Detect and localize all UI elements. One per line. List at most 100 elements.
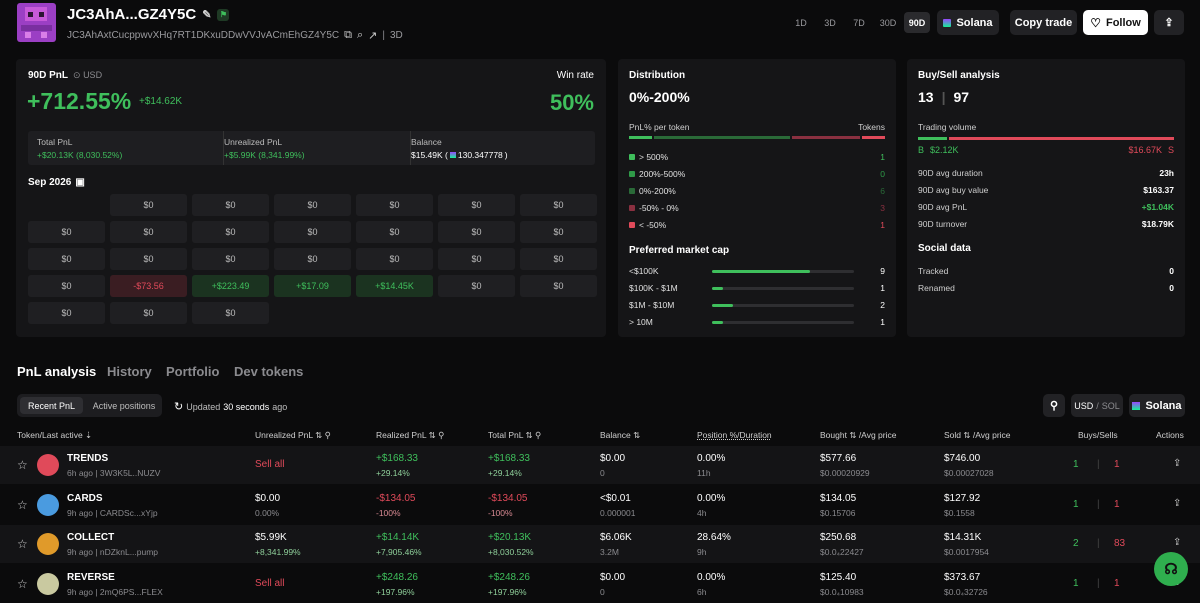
calendar-day-cell[interactable]: $0 bbox=[356, 248, 433, 270]
table-row[interactable]: ☆ COLLECT 9h ago | nDZknL...pump $5.99K +8,3… bbox=[0, 525, 1200, 563]
share-icon[interactable]: ⇪ bbox=[1173, 537, 1182, 548]
table-row[interactable]: ☆ CARDS 9h ago | CARDSc...xYjp $0.00 0.00% -$… bbox=[0, 486, 1200, 524]
subtab-active-positions[interactable]: Active positions bbox=[92, 400, 156, 411]
calendar-day-cell[interactable]: $0 bbox=[110, 194, 187, 216]
calendar-day-cell[interactable]: $0 bbox=[438, 275, 515, 297]
col-position[interactable]: Position %/Duration bbox=[697, 430, 772, 440]
col-sold[interactable]: Sold ⇅ /Avg price bbox=[944, 430, 1011, 440]
total-pnl-sub: +29.14% bbox=[488, 468, 522, 478]
col-bought[interactable]: Bought ⇅ /Avg price bbox=[820, 430, 897, 440]
period-7d[interactable]: 7D bbox=[853, 17, 865, 28]
calendar-day-cell[interactable]: $0 bbox=[274, 194, 351, 216]
tab-dev-tokens[interactable]: Dev tokens bbox=[234, 364, 304, 379]
social-label: Tracked bbox=[918, 266, 949, 276]
tab-portfolio[interactable]: Portfolio bbox=[166, 364, 220, 379]
col-token[interactable]: Token/Last active ⇣ bbox=[17, 430, 93, 440]
distribution-bar bbox=[629, 136, 886, 139]
calendar-day-cell[interactable]: +$223.49 bbox=[192, 275, 269, 297]
period-90d[interactable]: 90D bbox=[904, 12, 930, 33]
calendar-day-cell[interactable]: +$14.45K bbox=[356, 275, 433, 297]
total-pnl-sub: +8,030.52% bbox=[488, 547, 534, 557]
tab-pnl-analysis[interactable]: PnL analysis bbox=[17, 364, 97, 379]
tab-history[interactable]: History bbox=[107, 364, 152, 379]
calendar-day-cell[interactable]: $0 bbox=[274, 221, 351, 243]
winrate-label: Win rate bbox=[556, 70, 594, 81]
sell-volume-value: $16.67K bbox=[1128, 145, 1162, 155]
token-name[interactable]: TRENDS bbox=[67, 453, 109, 464]
pnl-amount: +$14.62K bbox=[139, 96, 183, 107]
copy-icon[interactable]: ⧉ bbox=[344, 29, 352, 41]
col-realized[interactable]: Realized PnL ⇅ ⚲ bbox=[376, 430, 445, 440]
calendar-day-cell[interactable]: $0 bbox=[110, 248, 187, 270]
star-icon[interactable]: ☆ bbox=[17, 537, 28, 551]
col-actions: Actions bbox=[1156, 430, 1184, 440]
calendar-day-cell[interactable]: $0 bbox=[110, 221, 187, 243]
period-30d[interactable]: 30D bbox=[879, 17, 897, 28]
col-unrealized[interactable]: Unrealized PnL ⇅ ⚲ bbox=[255, 430, 331, 440]
bought: $577.66 bbox=[820, 453, 857, 464]
calendar-day-cell[interactable]: +$17.09 bbox=[274, 275, 351, 297]
refresh-icon[interactable]: ↻ bbox=[174, 401, 184, 413]
period-3d[interactable]: 3D bbox=[824, 17, 836, 28]
calendar-day-cell[interactable]: $0 bbox=[192, 221, 269, 243]
calendar-day-cell[interactable]: $0 bbox=[28, 248, 105, 270]
calendar-day-cell[interactable]: $0 bbox=[110, 302, 187, 324]
unrealized-pnl: $0.00 bbox=[255, 492, 281, 504]
table-row[interactable]: ☆ REVERSE 9h ago | 2mQ6PS...FLEX Sell all +$… bbox=[0, 565, 1200, 603]
calendar-day-cell[interactable]: $0 bbox=[28, 221, 105, 243]
address-row: JC3AhAxtCucppwvXHq7RT1DKxuDDwVVJvACmEhGZ… bbox=[67, 29, 403, 42]
star-icon[interactable]: ☆ bbox=[17, 497, 28, 512]
calendar-day-cell[interactable]: $0 bbox=[520, 221, 597, 243]
table-row[interactable]: ☆ TRENDS 6h ago | 3W3K5L..NUZV Sell all +$16… bbox=[0, 446, 1200, 484]
duration: 6h bbox=[697, 586, 707, 597]
calendar-day-cell[interactable]: $0 bbox=[274, 248, 351, 270]
calendar-day-cell[interactable]: $0 bbox=[192, 302, 269, 324]
currency-toggle[interactable]: USD / SOL bbox=[1071, 394, 1123, 417]
share-button[interactable]: ⇪ bbox=[1154, 10, 1184, 35]
support-chat-button[interactable]: ☊ bbox=[1154, 552, 1188, 586]
calendar-month[interactable]: Sep 2026 ▣ bbox=[28, 177, 85, 188]
table-chain-selector[interactable]: Solana bbox=[1129, 394, 1185, 417]
calendar-day-cell[interactable]: $0 bbox=[438, 194, 515, 216]
copy-trade-button[interactable]: Copy trade bbox=[1010, 10, 1077, 35]
unrealized-pnl-value: +$5.99K (8,341.99%) bbox=[224, 150, 305, 160]
edit-icon[interactable]: ✎ bbox=[202, 9, 212, 21]
col-balance[interactable]: Balance ⇅ bbox=[600, 430, 641, 440]
pnl-label-row: 90D PnL ⊙ USD bbox=[28, 70, 102, 81]
market-cap-label: > 10M bbox=[629, 317, 653, 327]
currency-usd[interactable]: USD bbox=[1074, 400, 1094, 411]
calendar-day-cell[interactable]: $0 bbox=[520, 248, 597, 270]
calendar-day-cell[interactable]: -$73.56 bbox=[110, 275, 187, 297]
token-name[interactable]: REVERSE bbox=[67, 571, 115, 583]
unrealized-pnl[interactable]: Sell all bbox=[255, 577, 285, 589]
calendar-day-cell[interactable]: $0 bbox=[192, 194, 269, 216]
calendar-day-cell[interactable]: $0 bbox=[28, 275, 105, 297]
share-icon[interactable]: ⇪ bbox=[1173, 458, 1182, 469]
col-total[interactable]: Total PnL ⇅ ⚲ bbox=[488, 430, 542, 440]
search-icon[interactable]: ⌕ bbox=[357, 29, 364, 41]
currency-sol[interactable]: SOL bbox=[1101, 400, 1120, 411]
divider bbox=[223, 131, 224, 165]
calendar-day-cell[interactable]: $0 bbox=[28, 302, 105, 324]
star-icon[interactable]: ☆ bbox=[17, 576, 28, 591]
subtab-recent-pnl[interactable]: Recent PnL bbox=[20, 397, 83, 414]
calendar-day-cell[interactable]: $0 bbox=[438, 248, 515, 270]
calendar-day-cell[interactable]: $0 bbox=[520, 194, 597, 216]
share-icon[interactable]: ⇪ bbox=[1173, 497, 1182, 509]
chain-selector[interactable]: Solana bbox=[937, 10, 999, 35]
filter-button[interactable]: ⚲ bbox=[1043, 394, 1065, 417]
calendar-day-cell[interactable]: $0 bbox=[438, 221, 515, 243]
follow-button[interactable]: ♡ Follow bbox=[1083, 10, 1148, 35]
unrealized-pnl[interactable]: Sell all bbox=[255, 459, 285, 470]
period-1d[interactable]: 1D bbox=[795, 17, 807, 28]
total-pnl-value: +$20.13K (8,030.52%) bbox=[37, 150, 123, 160]
external-link-icon[interactable]: ↗ bbox=[368, 30, 378, 42]
calendar-day-cell[interactable]: $0 bbox=[356, 221, 433, 243]
calendar-day-cell[interactable]: $0 bbox=[356, 194, 433, 216]
star-icon[interactable]: ☆ bbox=[17, 458, 28, 472]
calendar-day-cell[interactable]: $0 bbox=[520, 275, 597, 297]
token-name[interactable]: COLLECT bbox=[67, 532, 115, 543]
calendar-day-cell[interactable]: $0 bbox=[192, 248, 269, 270]
token-name[interactable]: CARDS bbox=[67, 492, 103, 504]
wallet-title: JC3AhA...GZ4Y5C ✎ ⚑ bbox=[67, 6, 230, 23]
